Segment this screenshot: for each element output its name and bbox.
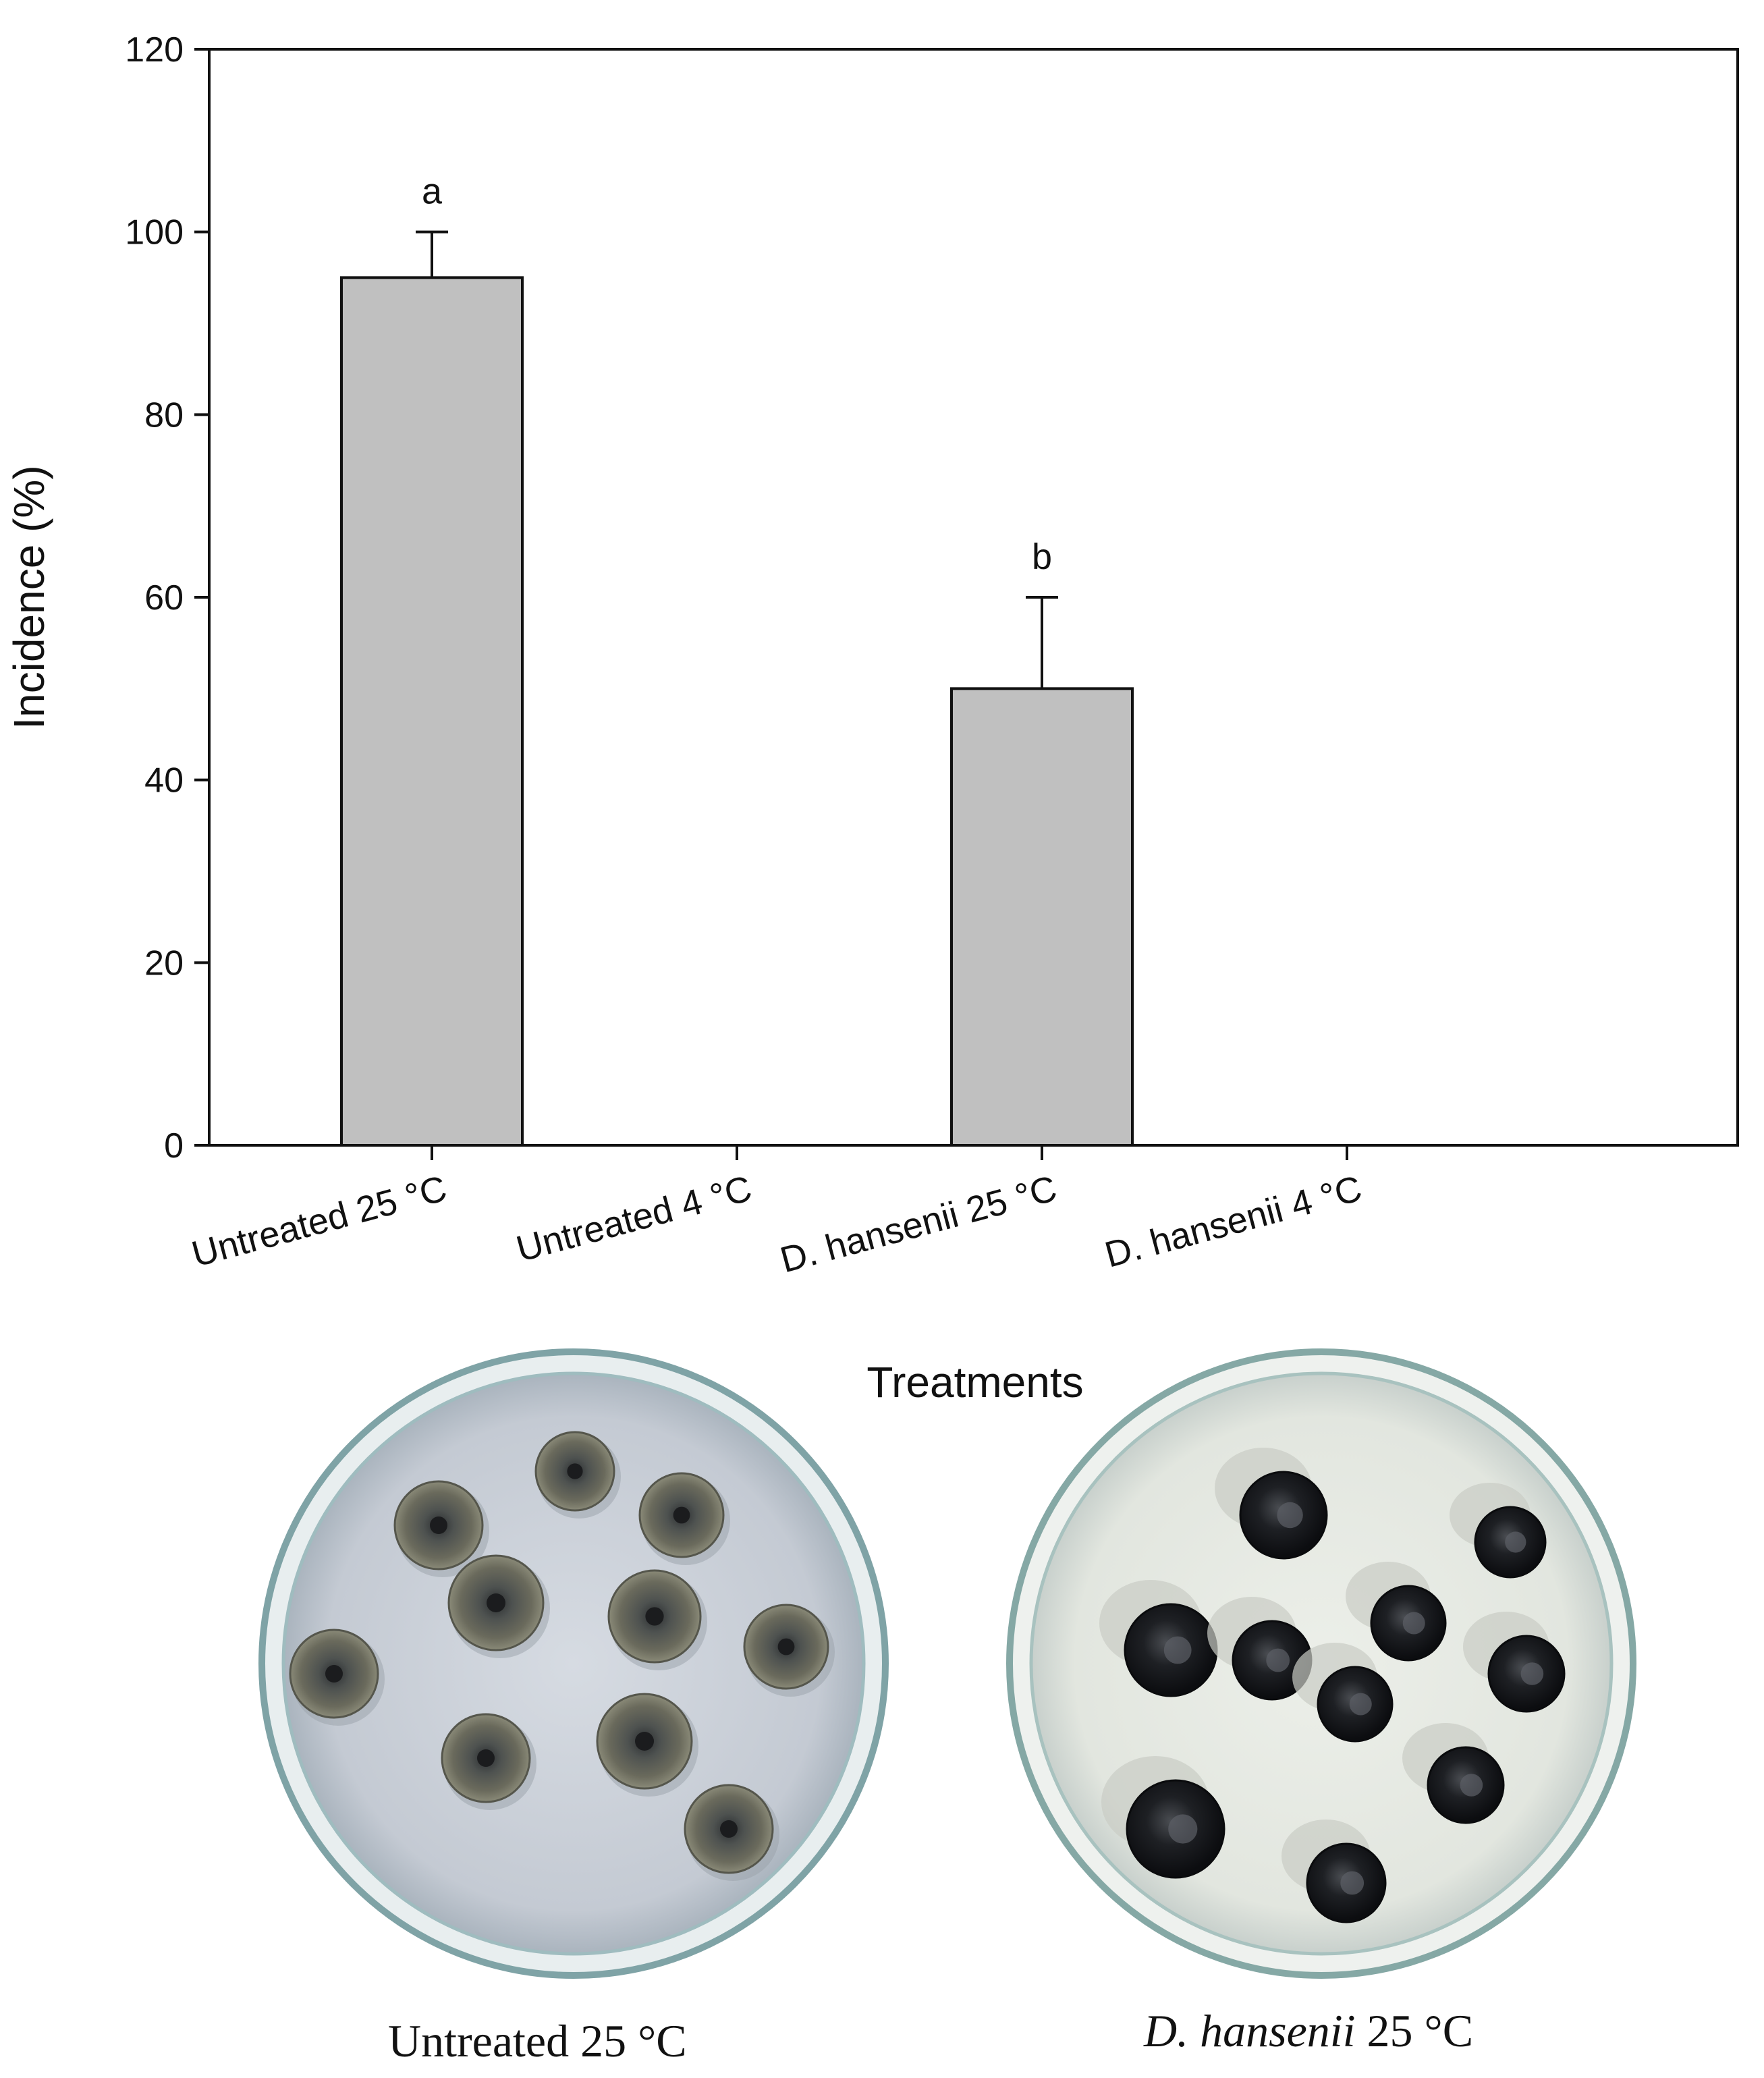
species-name: D. hansenii: [1144, 2005, 1356, 2056]
bar: [340, 276, 524, 1147]
y-tick-label: 20: [144, 944, 184, 983]
y-axis-ticks: 0 20 40 60 80 100 120: [125, 30, 209, 1166]
y-tick-label: 80: [144, 395, 184, 435]
y-tick-label: 60: [144, 578, 184, 618]
y-tick-label: 100: [125, 213, 184, 252]
photo-caption-d-hansenii: D. hansenii 25 °C: [1144, 2004, 1473, 2058]
y-axis-title: Incidence (%): [5, 465, 53, 729]
x-axis-title: Treatments: [866, 1358, 1083, 1404]
photo-caption-untreated: Untreated 25 °C: [388, 2015, 687, 2067]
bar: [950, 687, 1134, 1147]
petri-dish-untreated: [258, 1348, 889, 1979]
significance-letter: b: [1032, 537, 1052, 577]
petri-dish-d-hansenii: [1006, 1348, 1636, 1979]
caption-temperature: 25 °C: [1355, 2005, 1474, 2056]
moldy-berries: [289, 1431, 835, 1881]
y-tick-label: 0: [164, 1126, 184, 1166]
significance-letter: a: [422, 171, 443, 212]
bars: ab: [340, 171, 1134, 1147]
y-tick-label: 120: [125, 30, 184, 70]
healthy-berries: [1099, 1448, 1566, 1923]
y-tick-label: 40: [144, 761, 184, 800]
